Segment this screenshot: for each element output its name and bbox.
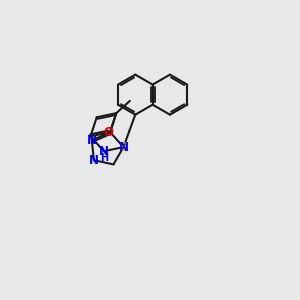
Text: N: N — [87, 134, 97, 147]
Text: S: S — [119, 141, 128, 154]
Text: H: H — [100, 153, 108, 163]
Text: N: N — [89, 154, 99, 167]
Text: N: N — [99, 145, 109, 158]
Text: O: O — [103, 126, 113, 139]
Text: N: N — [118, 141, 128, 154]
